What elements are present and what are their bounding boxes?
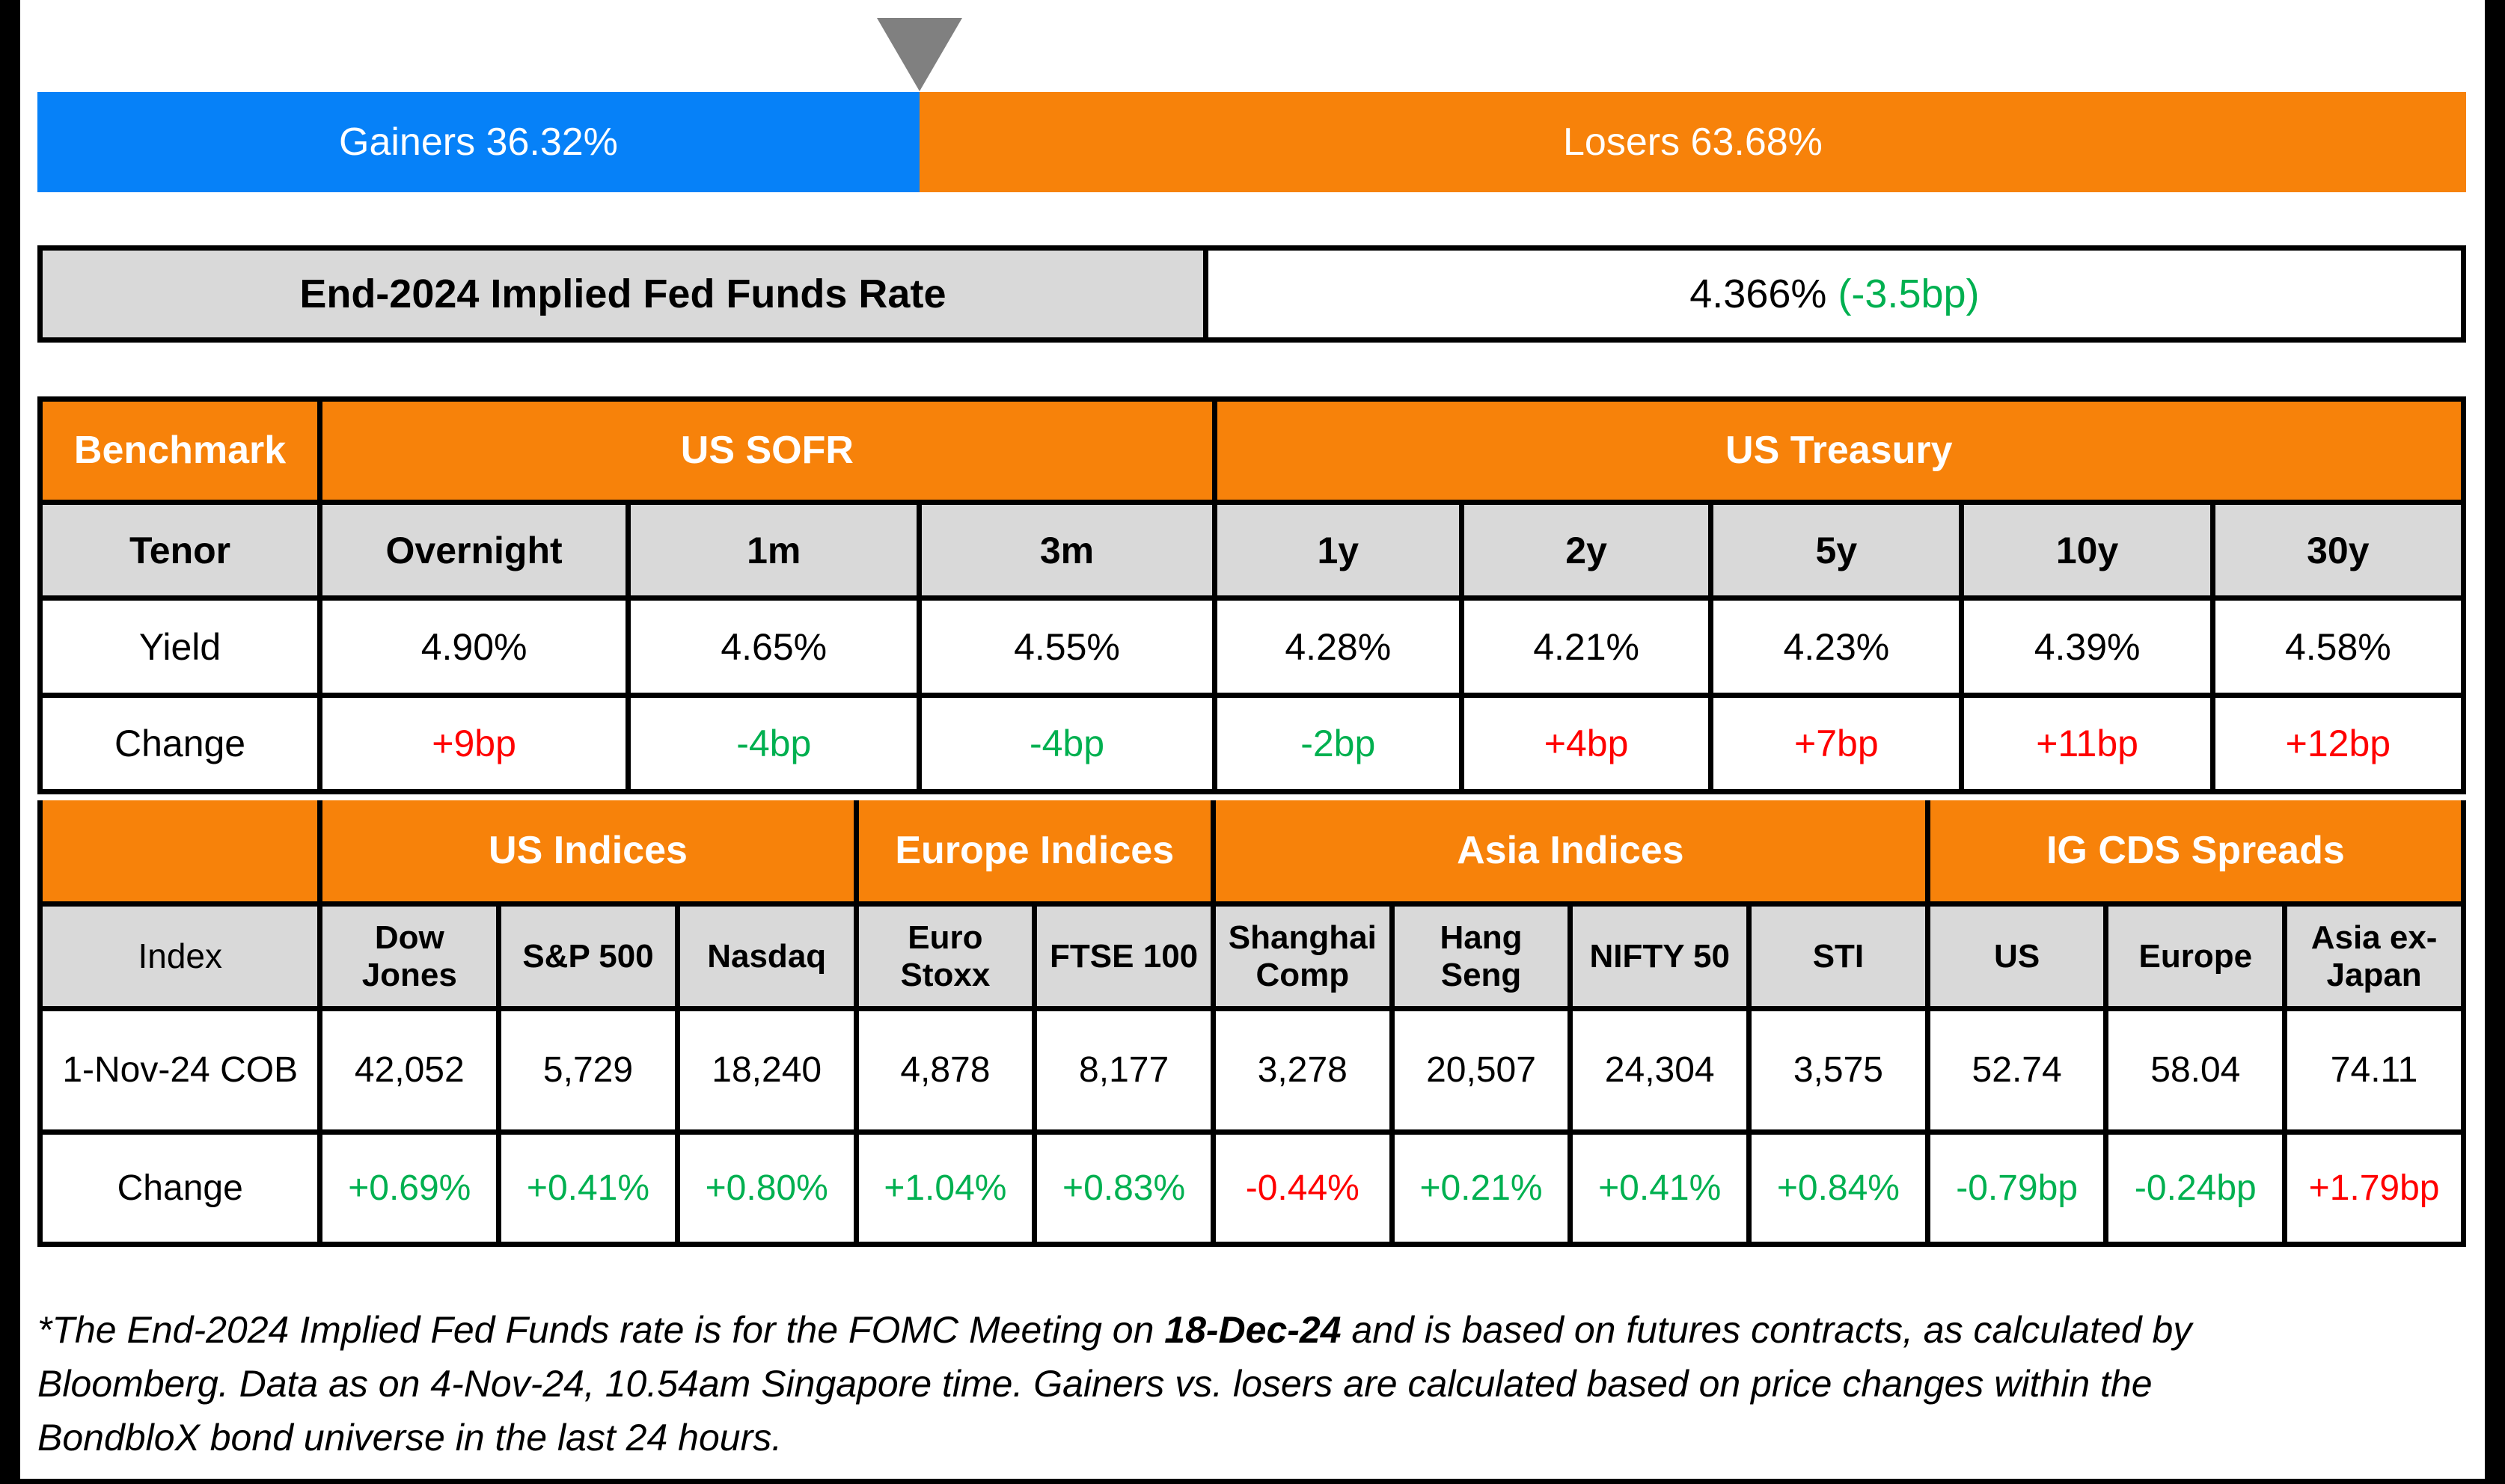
yield-cell: 4.21% (1458, 595, 1714, 698)
index-header: Euro Stoxx (853, 901, 1038, 1011)
yield-cell: 4.23% (1708, 595, 1965, 698)
asia-indices-group-header: Asia Indices (1210, 800, 1930, 907)
footnote-line-1-pre: *The End-2024 Implied Fed Funds rate is … (37, 1309, 1165, 1351)
yield-cell: 4.28% (1211, 595, 1464, 698)
indices-change-row-label: Change (37, 1129, 323, 1247)
index-change-cell: +1.79bp (2282, 1129, 2466, 1247)
index-change-cell: +0.41% (496, 1129, 680, 1247)
europe-indices-group-header: Europe Indices (853, 800, 1216, 907)
index-change-cell: +0.83% (1032, 1129, 1216, 1247)
index-value-cell: 52.74 (1924, 1006, 2109, 1135)
bottom-border-strip (0, 1479, 2505, 1484)
tenor-header: 1y (1211, 500, 1464, 601)
losers-label: Losers 63.68% (1563, 120, 1823, 164)
change-cell: -4bp (626, 693, 923, 794)
index-change-cell: +0.80% (674, 1129, 859, 1247)
index-header: FTSE 100 (1032, 901, 1216, 1011)
index-value-cell: 4,878 (853, 1006, 1038, 1135)
yield-row-label: Yield (37, 595, 323, 698)
change-cell: +4bp (1458, 693, 1714, 794)
fed-funds-row: End-2024 Implied Fed Funds Rate 4.366% (… (37, 245, 2466, 343)
indices-table: US Indices Europe Indices Asia Indices I… (37, 800, 2467, 1247)
index-value-cell: 20,507 (1389, 1006, 1573, 1135)
index-row-label: Index (37, 901, 323, 1011)
gainers-label: Gainers 36.32% (339, 120, 618, 164)
index-value-cell: 18,240 (674, 1006, 859, 1135)
change-cell: +7bp (1708, 693, 1965, 794)
tenor-header: 3m (917, 500, 1217, 601)
fed-funds-rate: 4.366% (1689, 272, 1827, 316)
right-border-strip (2485, 0, 2505, 1484)
losers-segment: Losers 63.68% (919, 92, 2466, 192)
footnote-line-1: *The End-2024 Implied Fed Funds rate is … (37, 1303, 2468, 1357)
index-header: US (1924, 901, 2109, 1011)
index-value-cell: 3,278 (1210, 1006, 1395, 1135)
change-cell: +9bp (317, 693, 631, 794)
index-change-cell: -0.24bp (2103, 1129, 2288, 1247)
index-header: Europe (2103, 901, 2288, 1011)
tenor-header: Overnight (317, 500, 631, 601)
ig-cds-group-header: IG CDS Spreads (1924, 800, 2467, 907)
tenor-header: 10y (1959, 500, 2215, 601)
footnote-line-2: Bloomberg. Data as on 4-Nov-24, 10.54am … (37, 1363, 2153, 1405)
index-value-cell: 24,304 (1567, 1006, 1752, 1135)
us-sofr-group-header: US SOFR (317, 396, 1217, 505)
index-change-cell: +1.04% (853, 1129, 1038, 1247)
tenor-row-label: Tenor (37, 500, 323, 601)
us-treasury-group-header: US Treasury (1211, 396, 2467, 505)
index-change-cell: +0.84% (1746, 1129, 1930, 1247)
gainers-losers-marker-triangle-icon (877, 18, 962, 91)
index-header: Nasdaq (674, 901, 859, 1011)
index-value-cell: 42,052 (317, 1006, 502, 1135)
index-header: NIFTY 50 (1567, 901, 1752, 1011)
change-cell: -2bp (1211, 693, 1464, 794)
yield-cell: 4.58% (2209, 595, 2467, 698)
fed-funds-change: (-3.5bp) (1838, 272, 1980, 316)
yield-cell: 4.55% (917, 595, 1217, 698)
index-header: S&P 500 (496, 901, 680, 1011)
index-header: Shanghai Comp (1210, 901, 1395, 1011)
tenor-header: 1m (626, 500, 923, 601)
index-header: Dow Jones (317, 901, 502, 1011)
change-cell: -4bp (917, 693, 1217, 794)
index-header: Hang Seng (1389, 901, 1573, 1011)
index-header: STI (1746, 901, 1930, 1011)
footnote: *The End-2024 Implied Fed Funds rate is … (37, 1303, 2468, 1465)
index-value-cell: 58.04 (2103, 1006, 2288, 1135)
cob-row-label: 1-Nov-24 COB (37, 1006, 323, 1135)
us-indices-group-header: US Indices (317, 800, 859, 907)
gainers-losers-bar: Gainers 36.32% Losers 63.68% (37, 92, 2466, 192)
index-header: Asia ex-Japan (2282, 901, 2466, 1011)
benchmark-corner-header: Benchmark (37, 396, 323, 505)
fed-funds-value: 4.366% (-3.5bp) (1208, 251, 2461, 337)
tenor-header: 2y (1458, 500, 1714, 601)
index-change-cell: +0.69% (317, 1129, 502, 1247)
yield-cell: 4.65% (626, 595, 923, 698)
space-gap (1826, 271, 1838, 317)
fed-funds-label: End-2024 Implied Fed Funds Rate (43, 251, 1208, 337)
index-change-cell: -0.44% (1210, 1129, 1395, 1247)
index-change-cell: -0.79bp (1924, 1129, 2109, 1247)
yield-cell: 4.39% (1959, 595, 2215, 698)
left-border-strip (0, 0, 20, 1484)
index-value-cell: 8,177 (1032, 1006, 1216, 1135)
footnote-line-3: BondbloX bond universe in the last 24 ho… (37, 1417, 783, 1459)
index-change-cell: +0.21% (1389, 1129, 1573, 1247)
index-value-cell: 3,575 (1746, 1006, 1930, 1135)
index-change-cell: +0.41% (1567, 1129, 1752, 1247)
change-cell: +11bp (1959, 693, 2215, 794)
footnote-line-1-post: and is based on futures contracts, as ca… (1341, 1309, 2192, 1351)
yield-cell: 4.90% (317, 595, 631, 698)
change-row-label: Change (37, 693, 323, 794)
footnote-fomc-date: 18-Dec-24 (1164, 1309, 1342, 1351)
index-value-cell: 5,729 (496, 1006, 680, 1135)
tenor-header: 30y (2209, 500, 2467, 601)
benchmark-table: Benchmark US SOFR US Treasury Tenor Over… (37, 396, 2467, 794)
change-cell: +12bp (2209, 693, 2467, 794)
indices-corner-cell (37, 800, 323, 907)
tenor-header: 5y (1708, 500, 1965, 601)
gainers-segment: Gainers 36.32% (37, 92, 920, 192)
index-value-cell: 74.11 (2282, 1006, 2466, 1135)
